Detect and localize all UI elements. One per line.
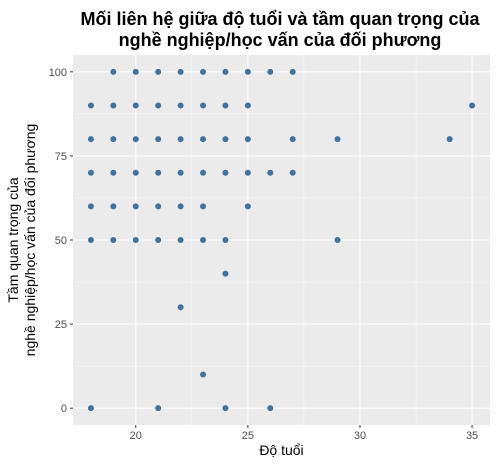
y-axis-title-line-1: Tầm quan trọng của <box>5 177 21 303</box>
data-point <box>132 68 139 75</box>
data-point <box>469 102 476 109</box>
data-point <box>155 136 162 143</box>
chart-title-line-1: Mối liên hệ giữa độ tuổi và tầm quan trọ… <box>80 9 480 29</box>
data-point <box>222 102 229 109</box>
x-axis-ticks: 20 25 30 35 <box>130 425 478 442</box>
data-point <box>200 371 207 378</box>
data-point <box>132 102 139 109</box>
data-point <box>155 203 162 210</box>
data-point <box>110 203 117 210</box>
y-tick-label: 75 <box>55 151 67 163</box>
data-point <box>289 136 296 143</box>
data-point <box>244 136 251 143</box>
data-point <box>177 304 184 311</box>
data-point <box>87 169 94 176</box>
data-point <box>244 102 251 109</box>
data-points <box>87 68 476 412</box>
data-point <box>132 237 139 243</box>
data-point <box>222 169 229 176</box>
data-point <box>110 237 117 243</box>
data-point <box>155 68 162 75</box>
data-point <box>87 237 94 243</box>
data-point <box>132 203 139 210</box>
data-point <box>132 136 139 143</box>
y-tick-label: 100 <box>49 67 67 79</box>
y-tick-label: 0 <box>61 403 67 415</box>
data-point <box>177 169 184 176</box>
y-tick-label: 25 <box>55 319 67 331</box>
data-point <box>110 102 117 109</box>
data-point <box>289 169 296 176</box>
data-point <box>132 169 139 176</box>
data-point <box>334 237 341 243</box>
data-point <box>334 136 341 143</box>
chart-title-line-2: nghề nghiệp/học vấn của đối phương <box>118 30 442 50</box>
data-point <box>177 136 184 143</box>
data-point <box>222 237 229 243</box>
x-tick-label: 25 <box>242 430 254 442</box>
data-point <box>110 136 117 143</box>
data-point <box>222 405 229 412</box>
data-point <box>87 136 94 143</box>
data-point <box>267 169 274 176</box>
data-point <box>87 102 94 109</box>
x-tick-label: 35 <box>466 430 478 442</box>
data-point <box>155 102 162 109</box>
data-point <box>200 203 207 210</box>
x-axis-title: Độ tuổi <box>259 442 303 458</box>
y-tick-label: 50 <box>55 235 67 247</box>
data-point <box>155 237 162 243</box>
data-point <box>244 203 251 210</box>
x-tick-label: 20 <box>130 430 142 442</box>
data-point <box>222 68 229 75</box>
data-point <box>200 169 207 176</box>
y-axis-title-line-2: nghề nghiệp/học vấn của đối phương <box>22 124 38 357</box>
data-point <box>110 68 117 75</box>
data-point <box>289 68 296 75</box>
data-point <box>267 405 274 412</box>
data-point <box>244 68 251 75</box>
data-point <box>267 68 274 75</box>
data-point <box>177 237 184 243</box>
data-point <box>222 270 229 277</box>
data-point <box>87 203 94 210</box>
data-point <box>177 203 184 210</box>
data-point <box>177 102 184 109</box>
data-point <box>155 405 162 412</box>
y-axis-ticks: 0 25 50 75 100 <box>49 67 73 415</box>
data-point <box>244 169 251 176</box>
data-point <box>222 136 229 143</box>
data-point <box>155 169 162 176</box>
data-point <box>446 136 453 143</box>
data-point <box>200 102 207 109</box>
data-point <box>200 68 207 75</box>
data-point <box>177 68 184 75</box>
data-point <box>87 405 94 412</box>
data-point <box>110 169 117 176</box>
x-tick-label: 30 <box>354 430 366 442</box>
data-point <box>200 136 207 143</box>
data-point <box>200 237 207 243</box>
